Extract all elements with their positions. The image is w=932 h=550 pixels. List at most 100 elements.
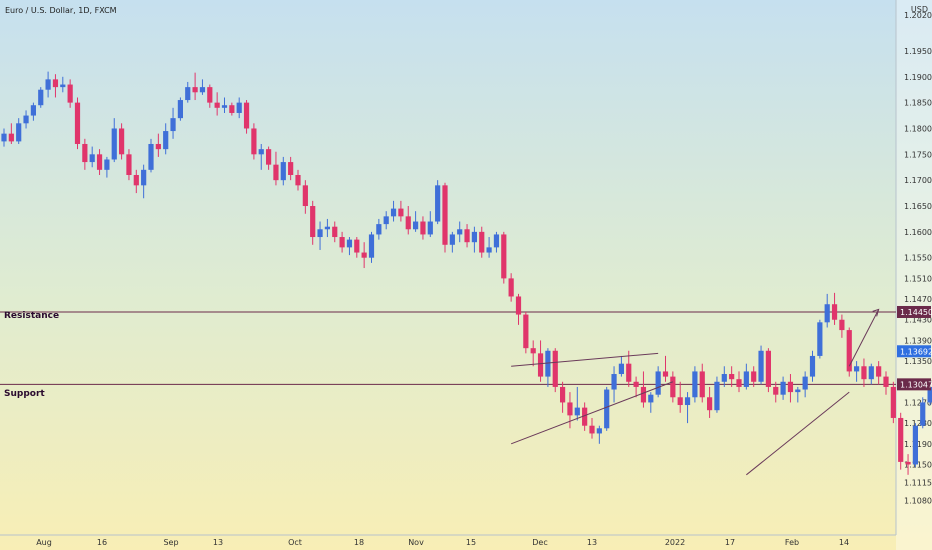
candle-down — [354, 239, 360, 253]
candle-down — [405, 216, 411, 230]
candle-down — [243, 102, 250, 129]
candle-down — [8, 133, 14, 142]
last-price-tag-box — [897, 345, 931, 358]
candle-down — [677, 397, 683, 406]
candle-down — [560, 386, 566, 403]
candle-up — [390, 208, 397, 217]
candle-up — [824, 304, 830, 323]
candle-down — [552, 350, 558, 387]
candle-up — [236, 102, 242, 113]
candle-down — [729, 374, 735, 380]
candle-down — [508, 278, 514, 297]
currency-label: USD — [911, 5, 928, 14]
candle-down — [96, 154, 103, 170]
candle-up — [1, 133, 7, 142]
candle-down — [567, 402, 573, 416]
candle-down — [133, 175, 139, 186]
level-label: Support — [4, 389, 45, 399]
candle-down — [905, 461, 911, 465]
candle-down — [839, 319, 845, 331]
candle-up — [89, 154, 95, 163]
candle-up — [692, 371, 698, 398]
candle-up — [23, 115, 29, 124]
y-tick-label: 1.19000 — [904, 73, 932, 82]
candle-up — [449, 234, 455, 245]
candle-up — [795, 389, 801, 393]
candle-up — [817, 322, 823, 356]
candle-down — [537, 353, 544, 377]
y-tick-label: 1.17000 — [904, 176, 932, 185]
candle-down — [273, 164, 279, 181]
x-tick-label: 17 — [725, 538, 735, 547]
candle-down — [582, 407, 588, 426]
candle-up — [854, 366, 860, 372]
wedge-lower-line — [510, 381, 674, 445]
x-tick-label: Oct — [288, 538, 302, 547]
candle-down — [530, 348, 536, 354]
candle-up — [596, 428, 602, 434]
candle-up — [743, 371, 749, 387]
candle-down — [479, 231, 485, 253]
candle-down — [155, 143, 161, 150]
candle-down — [501, 234, 507, 279]
y-tick-label: 1.16000 — [904, 228, 932, 237]
candle-down — [229, 105, 235, 113]
candle-down — [82, 143, 88, 163]
candle-up — [493, 234, 500, 248]
price-tags: 1.14450 1.13692 1.13047 — [897, 305, 932, 391]
candle-down — [52, 79, 59, 88]
candle-up — [383, 216, 389, 225]
candle-down — [192, 87, 198, 93]
candle-up — [648, 394, 654, 403]
candle-up — [912, 425, 918, 465]
candle-down — [831, 304, 838, 320]
candle-up — [60, 84, 66, 88]
support-tag-text: 1.13047 — [900, 380, 932, 389]
candle-up — [802, 376, 808, 390]
candle-up — [471, 231, 477, 243]
candle-up — [574, 407, 580, 416]
candle-down — [126, 154, 132, 175]
y-tick-label: 1.13500 — [904, 357, 932, 366]
candle-up — [920, 402, 926, 426]
candle-down — [736, 379, 742, 387]
candle-up — [927, 386, 932, 403]
x-tick-label: 13 — [587, 538, 597, 547]
candle-up — [163, 131, 169, 150]
wedge-upper-line — [511, 352, 659, 367]
candle-down — [846, 330, 852, 372]
candle-up — [721, 374, 727, 382]
candle-up — [368, 234, 375, 258]
candle-down — [207, 87, 213, 103]
candle-down — [707, 397, 713, 411]
candle-up — [199, 87, 206, 93]
candle-down — [662, 371, 669, 377]
x-tick-label: Nov — [408, 538, 424, 547]
candle-up — [177, 100, 183, 119]
x-tick-label: 15 — [466, 538, 476, 547]
candle-down — [589, 425, 595, 434]
candle-up — [148, 143, 154, 170]
y-tick-label: 1.18000 — [904, 124, 932, 133]
candle-down — [464, 229, 470, 243]
candle-up — [258, 149, 264, 155]
candle-down — [339, 237, 345, 248]
candle-down — [633, 381, 639, 387]
candle-up — [809, 355, 816, 377]
candle-up — [170, 118, 176, 132]
candle-down — [523, 314, 529, 349]
y-tick-label: 1.14300 — [904, 316, 932, 325]
x-tick-label: Dec — [532, 538, 547, 547]
y-tick-label: 1.12300 — [904, 419, 932, 428]
candle-up — [758, 350, 764, 382]
y-tick-label: 1.15500 — [904, 254, 932, 263]
x-tick-label: 16 — [97, 538, 107, 547]
candle-up — [684, 397, 691, 406]
candle-up — [45, 79, 51, 90]
candle-up — [486, 247, 492, 253]
arrow-head — [872, 308, 880, 317]
candle-down — [67, 84, 73, 103]
